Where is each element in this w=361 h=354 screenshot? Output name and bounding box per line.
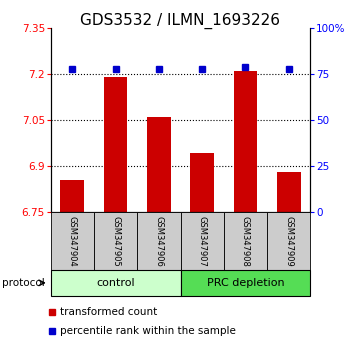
Text: GDS3532 / ILMN_1693226: GDS3532 / ILMN_1693226: [81, 12, 280, 29]
Bar: [224, 212, 267, 271]
Text: GSM347907: GSM347907: [198, 216, 206, 267]
Text: percentile rank within the sample: percentile rank within the sample: [60, 326, 235, 336]
Bar: [147, 117, 171, 212]
Bar: [267, 212, 310, 271]
Text: GSM347908: GSM347908: [241, 216, 250, 267]
Text: transformed count: transformed count: [60, 307, 157, 317]
Bar: [60, 180, 84, 212]
Text: control: control: [96, 278, 135, 288]
Text: GSM347904: GSM347904: [68, 216, 77, 267]
Bar: [190, 154, 214, 212]
Bar: [180, 270, 310, 296]
Bar: [104, 77, 127, 212]
Text: protocol: protocol: [2, 278, 44, 288]
Text: PRC depletion: PRC depletion: [206, 278, 284, 288]
Bar: [51, 212, 94, 271]
Bar: [94, 212, 137, 271]
Bar: [234, 71, 257, 212]
Text: GSM347909: GSM347909: [284, 216, 293, 267]
Bar: [277, 172, 301, 212]
Text: GSM347905: GSM347905: [111, 216, 120, 267]
Bar: [180, 212, 224, 271]
Text: GSM347906: GSM347906: [155, 216, 163, 267]
Bar: [51, 270, 180, 296]
Bar: [137, 212, 180, 271]
